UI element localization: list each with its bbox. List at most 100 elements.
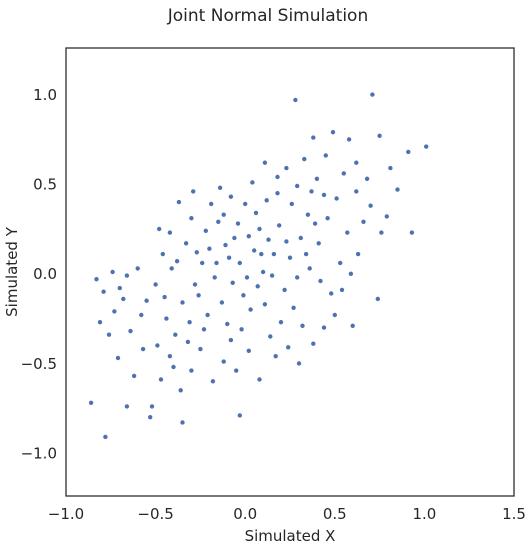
data-point [134, 265, 141, 272]
data-point [274, 190, 281, 196]
data-point [405, 149, 412, 155]
data-point [174, 258, 180, 265]
data-point [265, 236, 272, 243]
data-point [177, 387, 184, 394]
data-point [256, 376, 263, 383]
data-point [383, 213, 390, 220]
data-point [308, 188, 315, 195]
data-point [172, 331, 179, 338]
data-point [303, 251, 309, 257]
data-point [179, 299, 186, 306]
data-point [344, 229, 351, 236]
data-point [228, 337, 234, 343]
data-point [231, 235, 238, 241]
data-point [217, 185, 223, 191]
data-point [285, 344, 292, 351]
data-point [251, 247, 257, 254]
data-point [297, 235, 304, 241]
data-point [244, 274, 250, 281]
points-layer [88, 91, 430, 440]
data-point [276, 222, 283, 229]
y-tick-label: 0.5 [33, 176, 57, 194]
data-point [423, 143, 430, 150]
data-point [199, 260, 205, 266]
data-point [185, 339, 191, 345]
data-point [263, 197, 270, 204]
data-point [194, 249, 200, 256]
x-tick-label: −1.0 [48, 505, 84, 523]
data-point [310, 134, 317, 141]
data-point [224, 321, 231, 327]
data-point [109, 269, 116, 275]
data-point [288, 201, 295, 207]
data-point [262, 301, 268, 308]
data-point [192, 281, 198, 288]
data-point [201, 326, 207, 333]
data-point [140, 346, 146, 352]
data-point [170, 364, 177, 370]
data-point [262, 159, 268, 166]
data-point [163, 315, 170, 322]
data-point [97, 319, 103, 326]
data-point [186, 319, 193, 326]
data-point [278, 319, 284, 326]
data-point [294, 183, 301, 189]
data-point [305, 211, 311, 218]
data-point [188, 215, 195, 221]
data-point [387, 165, 394, 171]
data-point [360, 219, 367, 225]
data-point [349, 322, 356, 329]
data-point [306, 265, 313, 272]
data-point [333, 195, 340, 202]
y-tick-label: 0.0 [33, 265, 57, 283]
data-point [340, 170, 347, 177]
data-point [124, 403, 130, 410]
data-point [226, 254, 232, 261]
data-point [272, 353, 279, 360]
data-point [290, 304, 297, 311]
data-point [355, 251, 361, 257]
data-point [88, 399, 94, 406]
data-point [203, 228, 209, 234]
data-point [160, 251, 166, 257]
data-point [179, 419, 186, 426]
x-tick-label: 0.5 [323, 505, 347, 523]
x-tick-label: 1.0 [412, 505, 436, 523]
data-point [324, 215, 331, 221]
data-point [378, 229, 385, 236]
data-point [369, 91, 376, 98]
data-point [195, 292, 202, 299]
data-point [317, 278, 324, 284]
data-point [208, 201, 214, 207]
data-point [161, 294, 168, 300]
x-axis: −1.0 −0.5 0.0 0.5 1.0 1.5 Simulated X [48, 505, 526, 545]
x-axis-title: Simulated X [245, 527, 336, 545]
data-point [246, 233, 252, 239]
data-point [167, 229, 173, 236]
data-point [322, 152, 329, 159]
data-point [315, 240, 322, 247]
data-point [330, 129, 336, 135]
data-point [124, 272, 130, 279]
data-point [154, 342, 161, 349]
data-point [260, 269, 266, 275]
data-point [210, 378, 216, 385]
data-point [120, 296, 127, 302]
data-point [294, 274, 301, 281]
data-point [353, 188, 360, 195]
data-point [188, 367, 195, 374]
chart-title: Joint Normal Simulation [167, 6, 368, 26]
x-tick-label: 0.0 [233, 505, 257, 523]
data-point [348, 270, 354, 277]
data-point [249, 179, 256, 186]
data-point [167, 353, 173, 360]
data-point [346, 136, 352, 143]
data-point [267, 333, 274, 340]
data-point [220, 358, 227, 365]
data-point [337, 260, 344, 266]
y-tick-label: −1.0 [21, 444, 57, 462]
data-point [312, 220, 318, 227]
data-point [106, 331, 112, 338]
data-point [292, 97, 299, 103]
